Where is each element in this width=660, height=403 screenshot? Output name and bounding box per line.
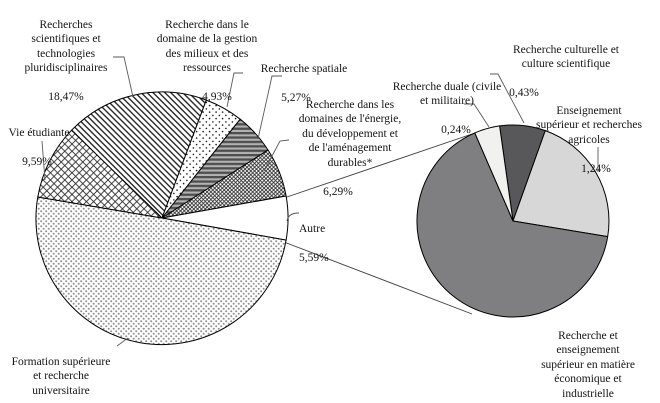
label-energie: Recherche dans les domaines de l'énergie… [260,83,440,214]
main-pie-slice-5 [35,196,287,346]
label-pluridisciplinaires-text: Recherches scientifiques et technologies… [24,18,108,75]
label-gestion-text: Recherche dans le domaine de la gestion … [156,18,258,75]
label-agricoles-text: Enseignement supérieur et recherches agr… [536,104,642,146]
label-autre-value: 5,59% [299,251,329,264]
main-pie-slice-6 [37,129,163,219]
label-gestion-value: 4,93% [202,91,232,103]
leader-duale [464,103,490,128]
leader-spatiale [257,75,282,140]
leader-pluridisciplinaires [113,56,134,98]
leader-gestion [226,72,243,108]
label-vie-value: 9,59% [22,155,52,168]
secondary-pie [416,124,610,318]
series-connector-lines [283,132,476,315]
label-duale: Recherche duale (civile et militaire) 0,… [357,65,537,152]
main-pie-slice-0 [71,91,207,219]
connector-bottom [283,241,473,315]
label-autre: Autre 5,59% [299,207,369,280]
label-economique: Recherche et enseignement supérieur en m… [498,314,660,403]
label-culturelle-value: 0,43% [509,87,539,99]
main-pie [35,91,289,346]
label-spatiale-value: 5,27% [281,91,311,104]
leader-autre [286,212,300,222]
label-agricoles: Enseignement supérieur et recherches agr… [499,89,660,191]
leader-formation [116,337,129,347]
label-spatiale: Recherche spatiale 5,27% [214,47,394,120]
label-vie-text: Vie étudiante [8,126,70,139]
label-energie-text: Recherche dans les domaines de l'énergie… [298,98,402,169]
leader-vie [41,140,46,181]
label-autre-text: Autre [299,222,326,235]
label-agricoles-value: 1,24% [581,162,611,175]
leader-culturelle [490,73,525,124]
label-duale-text: Recherche duale (civile et militaire) [392,80,502,108]
label-pluridisciplinaires: Recherches scientifiques et technologies… [0,3,156,119]
connector-top [283,132,476,199]
label-duale-value: 0,24% [441,124,471,136]
label-formation: Formation supérieure et recherche univer… [0,340,151,403]
label-gestion: Recherche dans le domaine de la gestion … [117,3,297,119]
label-culturelle-text: Recherche culturelle et culture scientif… [513,43,619,71]
label-formation-text: Formation supérieure et recherche univer… [11,355,111,397]
label-energie-value: 6,29% [323,185,353,198]
label-spatiale-text: Recherche spatiale [260,62,348,75]
secondary-pie-slice-1 [512,130,610,238]
label-vie: Vie étudiante 9,59% [0,111,129,184]
leader-energie [263,139,290,172]
label-pluridisciplinaires-value: 18,47% [48,91,84,103]
secondary-pie-slice-2 [416,132,609,318]
label-culturelle: Recherche culturelle et culture scientif… [476,28,656,115]
leader-lines [41,56,599,347]
label-economique-text: Recherche et enseignement supérieur en m… [541,329,635,400]
secondary-pie-slice-3 [474,125,514,222]
